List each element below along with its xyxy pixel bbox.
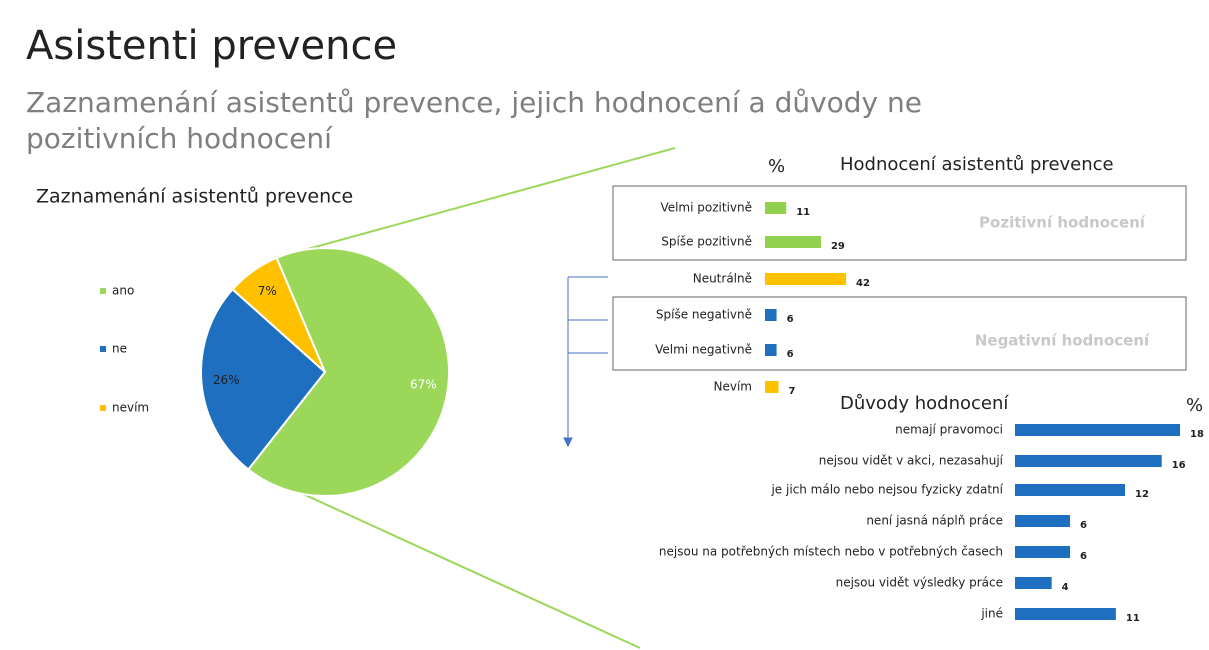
slide-title: Asistenti prevence [26, 23, 397, 69]
value-label: 6 [1080, 551, 1087, 562]
value-label: 29 [831, 241, 845, 252]
bar [765, 236, 821, 248]
slice-label: 26% [213, 373, 240, 387]
legend-swatch [100, 288, 106, 294]
legend-label: ne [112, 342, 127, 356]
chart-title: Zaznamenání asistentů prevence [36, 186, 353, 208]
group-label: Pozitivní hodnocení [979, 214, 1146, 232]
value-label: 6 [787, 314, 794, 325]
bar [1015, 577, 1052, 589]
value-label: 6 [1080, 520, 1087, 531]
value-label: 12 [1135, 489, 1149, 500]
bar [1015, 455, 1162, 467]
bar [765, 202, 787, 214]
legend-swatch [100, 346, 106, 352]
category-label: Spíše negativně [656, 308, 752, 322]
legend-label: ano [112, 284, 134, 298]
bar [765, 344, 777, 356]
bar [1015, 424, 1181, 436]
category-label: není jasná náplň práce [866, 514, 1003, 528]
category-label: Velmi negativně [655, 343, 752, 357]
pie-slice [246, 247, 450, 497]
category-label: Nevím [714, 380, 752, 394]
category-label: Spíše pozitivně [661, 235, 752, 249]
bar [1015, 515, 1071, 527]
group-box [612, 296, 1187, 371]
category-label: nejsou vidět v akci, nezasahují [819, 454, 1004, 468]
unit-label: % [768, 156, 785, 177]
category-label: jiné [980, 607, 1003, 621]
value-label: 7 [789, 386, 796, 397]
slice-label: 7% [258, 284, 277, 298]
unit-label: % [1186, 395, 1203, 416]
bracket [563, 276, 608, 448]
chart-title: Hodnocení asistentů prevence [840, 154, 1114, 175]
connector [254, 471, 641, 649]
chart-title: Důvody hodnocení [840, 393, 1009, 414]
slide-subtitle: Zaznamenání asistentů prevence, jejich h… [26, 86, 922, 119]
category-label: je jich málo nebo nejsou fyzicky zdatní [770, 483, 1003, 497]
legend-swatch [100, 405, 106, 411]
legend-label: nevím [112, 401, 149, 415]
category-label: Velmi pozitivně [660, 201, 752, 215]
bar [765, 381, 779, 393]
slide-subtitle: pozitivních hodnocení [26, 122, 333, 155]
pie-slice [200, 287, 327, 471]
bar [765, 273, 847, 285]
bar [1015, 484, 1126, 496]
value-label: 18 [1190, 429, 1204, 440]
value-label: 42 [856, 278, 870, 289]
bar [765, 309, 777, 321]
category-label: nejsou vidět výsledky práce [836, 576, 1003, 590]
group-label: Negativní hodnocení [975, 332, 1150, 350]
category-label: nemají pravomoci [895, 423, 1003, 437]
value-label: 16 [1172, 460, 1186, 471]
bar [1015, 546, 1071, 558]
category-label: nejsou na potřebných místech nebo v potř… [659, 545, 1003, 559]
value-label: 11 [796, 207, 810, 218]
category-label: Neutrálně [693, 272, 752, 286]
value-label: 6 [787, 349, 794, 360]
connector [274, 147, 676, 259]
value-label: 4 [1062, 582, 1069, 593]
bar [1015, 608, 1116, 620]
pie-slice [231, 256, 326, 373]
value-label: 11 [1126, 613, 1140, 624]
slice-label: 67% [410, 378, 437, 392]
group-box [612, 185, 1187, 261]
